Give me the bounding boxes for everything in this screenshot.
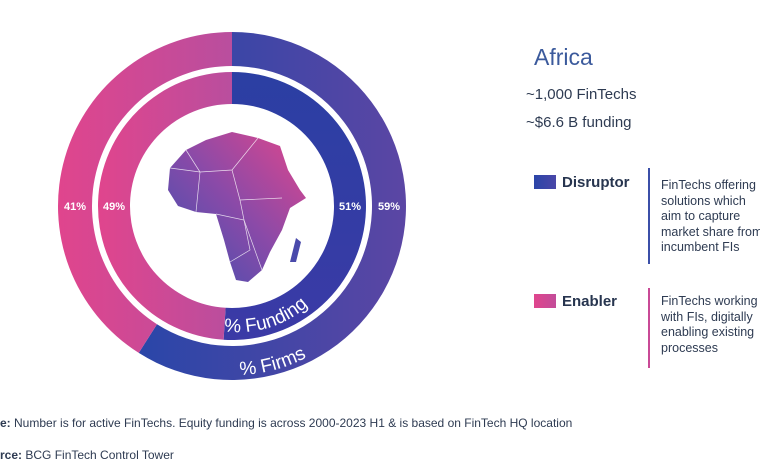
- region-title: Africa: [534, 44, 593, 70]
- enabler-swatch: [534, 294, 556, 308]
- enabler-label: Enabler: [562, 293, 618, 310]
- footnote-source-prefix: rce:: [0, 448, 23, 462]
- footnote-source: rce: BCG FinTech Control Tower: [0, 448, 174, 462]
- disruptor-description: FinTechs offering solutions which aim to…: [661, 178, 760, 256]
- funding-disruptor-segment: [223, 72, 366, 340]
- disruptor-desc-line: incumbent FIs: [661, 240, 740, 254]
- funding-enabler-segment: [97, 72, 232, 340]
- enabler-desc-line: FinTechs working: [661, 294, 758, 308]
- funding-disruptor-label: 51%: [339, 201, 361, 213]
- footnote-note-text: Number is for active FinTechs. Equity fu…: [14, 416, 573, 430]
- africa-map: [168, 132, 306, 282]
- firms-enabler-segment: [58, 32, 233, 353]
- disruptor-desc-line: solutions which: [661, 193, 746, 208]
- enabler-desc-line: with FIs, digitally: [661, 309, 753, 324]
- enabler-desc-line: enabling existing: [661, 325, 755, 339]
- donut-chart: 59%41% 51%49% % Funding % Firms: [58, 32, 406, 380]
- disruptor-divider: [648, 168, 650, 264]
- disruptor-desc-line: FinTechs offering: [661, 178, 756, 192]
- enabler-divider: [648, 288, 650, 368]
- firms-disruptor-label: 59%: [378, 201, 400, 213]
- disruptor-desc-line: market share from: [661, 224, 760, 239]
- footnote-note-prefix: e:: [0, 416, 11, 430]
- firms-disruptor-segment: [138, 32, 406, 380]
- disruptor-desc-line: aim to capture: [661, 209, 741, 223]
- enabler-desc-line: processes: [661, 340, 718, 355]
- footnote-source-text: BCG FinTech Control Tower: [25, 448, 174, 462]
- footnote-note: e: Number is for active FinTechs. Equity…: [0, 416, 572, 430]
- disruptor-swatch: [534, 175, 556, 189]
- funding-total: ~$6.6 B funding: [526, 114, 632, 131]
- enabler-description: FinTechs working with FIs, digitally ena…: [661, 294, 760, 356]
- funding-enabler-label: 49%: [103, 201, 125, 213]
- fintech-count: ~1,000 FinTechs: [526, 86, 637, 103]
- disruptor-label: Disruptor: [562, 174, 630, 191]
- firms-enabler-label: 41%: [64, 201, 86, 213]
